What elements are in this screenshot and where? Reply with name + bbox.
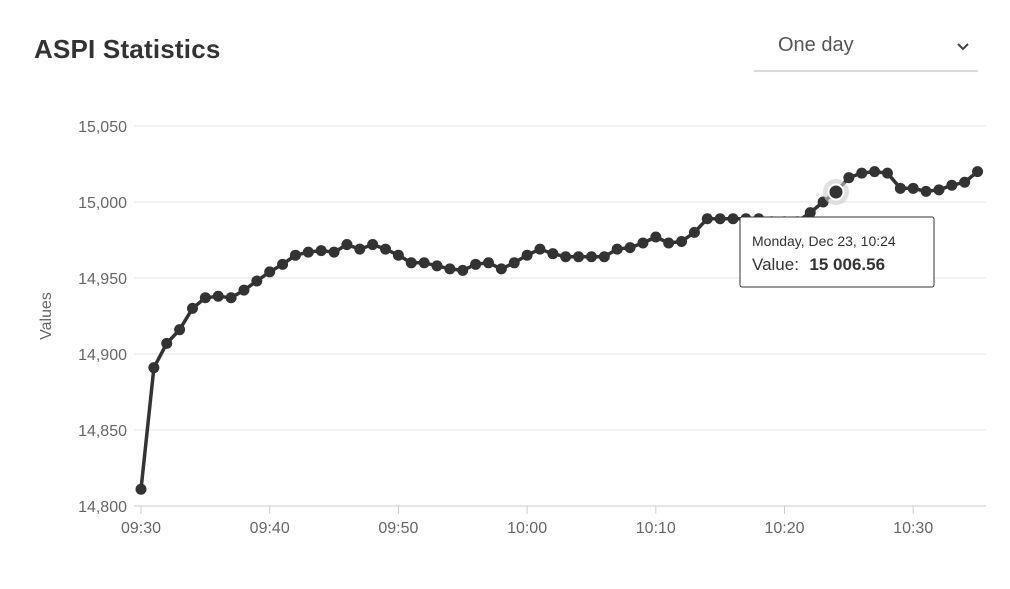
- data-point[interactable]: [869, 166, 881, 178]
- data-point[interactable]: [431, 260, 443, 272]
- data-point[interactable]: [482, 257, 494, 269]
- data-point[interactable]: [573, 251, 585, 263]
- data-point[interactable]: [470, 258, 482, 270]
- x-tick-label: 10:30: [893, 520, 933, 537]
- data-point[interactable]: [380, 243, 392, 255]
- data-point[interactable]: [701, 213, 713, 225]
- data-point[interactable]: [856, 167, 868, 179]
- tooltip-box: [739, 216, 935, 288]
- data-point[interactable]: [933, 184, 945, 196]
- tooltip-date: Monday, Dec 23, 10:24: [752, 233, 896, 249]
- data-point[interactable]: [367, 239, 379, 251]
- data-point[interactable]: [225, 292, 237, 304]
- x-tick-label: 09:40: [250, 520, 290, 537]
- data-point[interactable]: [624, 242, 636, 254]
- x-axis: 09:30 09:40 09:50 10:00 10:10 10:20 10:30: [121, 505, 986, 537]
- data-point[interactable]: [341, 239, 353, 251]
- data-point[interactable]: [148, 362, 160, 374]
- chevron-down-icon: [957, 43, 969, 51]
- data-point[interactable]: [186, 302, 198, 314]
- y-tick-label: 14,900: [78, 347, 127, 364]
- data-point[interactable]: [560, 251, 572, 263]
- x-tick-label: 09:30: [121, 520, 161, 537]
- data-point[interactable]: [959, 176, 971, 188]
- data-point[interactable]: [547, 248, 559, 260]
- data-point[interactable]: [328, 246, 340, 258]
- data-point[interactable]: [315, 245, 327, 257]
- data-point[interactable]: [714, 213, 726, 225]
- x-tick-label: 10:20: [764, 520, 804, 537]
- x-tick-label: 10:00: [507, 520, 547, 537]
- page-title: ASPI Statistics: [34, 34, 221, 64]
- x-tick-label: 09:50: [378, 520, 418, 537]
- data-point[interactable]: [585, 251, 597, 263]
- data-point[interactable]: [881, 167, 893, 179]
- data-point[interactable]: [392, 249, 404, 261]
- tooltip-value: 15 006.56: [809, 255, 885, 274]
- data-point[interactable]: [804, 207, 816, 219]
- data-point[interactable]: [418, 257, 430, 269]
- data-point[interactable]: [972, 166, 984, 178]
- data-point[interactable]: [650, 231, 662, 243]
- data-point[interactable]: [444, 263, 456, 275]
- data-point[interactable]: [688, 226, 700, 238]
- range-select-value: One day: [778, 34, 854, 56]
- data-point[interactable]: [521, 249, 533, 261]
- data-point[interactable]: [637, 237, 649, 249]
- data-point[interactable]: [663, 237, 675, 249]
- data-point[interactable]: [405, 257, 417, 269]
- data-point-highlighted[interactable]: [827, 183, 845, 201]
- data-point[interactable]: [727, 213, 739, 225]
- data-point[interactable]: [174, 324, 186, 336]
- data-point[interactable]: [302, 246, 314, 258]
- tooltip-value-line: Value: 15 006.56: [752, 255, 885, 274]
- data-point[interactable]: [534, 243, 546, 255]
- data-points[interactable]: [135, 166, 984, 495]
- range-select[interactable]: One day: [754, 30, 978, 72]
- data-point[interactable]: [264, 266, 276, 278]
- data-point[interactable]: [508, 257, 520, 269]
- data-point[interactable]: [676, 236, 688, 248]
- data-point[interactable]: [920, 185, 932, 197]
- x-tick-label: 10:10: [636, 520, 676, 537]
- y-tick-label: 14,800: [78, 499, 127, 516]
- data-point[interactable]: [946, 179, 958, 191]
- y-tick-label: 14,850: [78, 423, 127, 440]
- y-axis-ticks: 14,800 14,850 14,900 14,950 15,000 15,050: [78, 119, 127, 516]
- data-point[interactable]: [843, 172, 855, 184]
- y-tick-label: 14,950: [78, 271, 127, 288]
- data-point[interactable]: [199, 292, 211, 304]
- data-point[interactable]: [611, 243, 623, 255]
- data-point[interactable]: [598, 251, 610, 263]
- data-point[interactable]: [277, 258, 289, 270]
- data-point[interactable]: [251, 275, 263, 287]
- data-point[interactable]: [161, 337, 173, 349]
- data-point[interactable]: [894, 182, 906, 194]
- y-tick-label: 15,050: [78, 119, 127, 136]
- y-tick-label: 15,000: [78, 195, 127, 212]
- data-point[interactable]: [289, 249, 301, 261]
- data-point[interactable]: [212, 290, 224, 302]
- data-point[interactable]: [457, 264, 469, 276]
- data-point[interactable]: [907, 182, 919, 194]
- data-point[interactable]: [354, 243, 366, 255]
- y-axis-label: Values: [38, 292, 55, 340]
- tooltip: Monday, Dec 23, 10:24 Value: 15 006.56: [739, 216, 935, 288]
- tooltip-value-label: Value:: [752, 255, 799, 274]
- data-point[interactable]: [135, 483, 147, 495]
- data-point[interactable]: [238, 284, 250, 296]
- data-point[interactable]: [495, 263, 507, 275]
